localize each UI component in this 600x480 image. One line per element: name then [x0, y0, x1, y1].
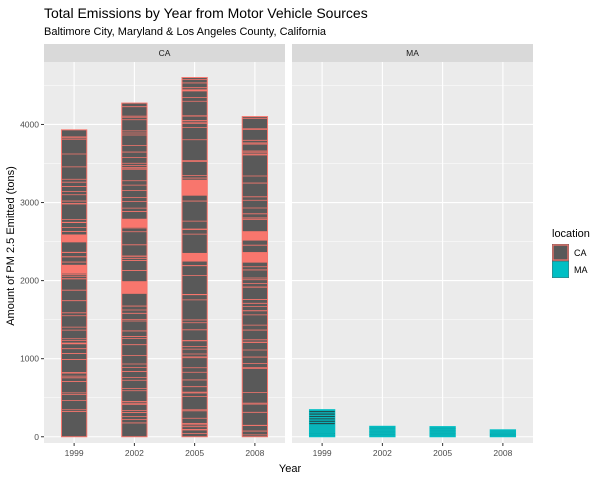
y-tick-label: 1000 [20, 354, 39, 364]
x-tick-label: 2008 [493, 448, 512, 458]
legend-title: location [552, 228, 590, 240]
bar-ca-1999 [60, 129, 88, 438]
y-tick-label: 0 [34, 432, 39, 442]
facet-strip-label: CA [159, 48, 171, 58]
legend-swatch-ca [552, 244, 569, 261]
bar-fill-ma [490, 429, 516, 437]
bar-highlight-band [242, 252, 268, 263]
x-tick-label: 2005 [185, 448, 204, 458]
facet-panels: CA 1999 2002 2005 2008 MA 1999 2002 2005 2008 [44, 44, 533, 458]
legend-label: CA [574, 248, 587, 258]
chart-subtitle: Baltimore City, Maryland & Los Angeles C… [44, 26, 327, 38]
x-tick-label: 2002 [373, 448, 392, 458]
y-axis-label: Amount of PM 2.5 Emitted (tons) [5, 166, 17, 326]
y-tick-label: 4000 [20, 119, 39, 129]
facet-panel-ma: MA 1999 2002 2005 2008 [292, 44, 533, 458]
legend: location CA MA [552, 228, 590, 278]
legend-entries: CA MA [552, 244, 588, 278]
y-tick-label: 2000 [20, 276, 39, 286]
panel-background [292, 62, 533, 443]
bar-ca-2008 [241, 116, 269, 438]
bar-fill-ma [429, 426, 456, 437]
facet-panel-ca: CA 1999 2002 2005 2008 [44, 44, 285, 458]
x-tick-label: 1999 [65, 448, 84, 458]
legend-label: MA [574, 265, 588, 275]
y-tick-label: 3000 [20, 198, 39, 208]
bar-highlight-band [181, 252, 208, 262]
bar-highlight-band [121, 219, 148, 228]
facet-strip [292, 44, 533, 62]
x-tick-label: 2005 [433, 448, 452, 458]
x-axis-label: Year [279, 463, 302, 475]
legend-swatch-ma [552, 261, 569, 278]
x-tick-label: 2008 [245, 448, 264, 458]
chart-title: Total Emissions by Year from Motor Vehic… [44, 5, 368, 21]
x-tick-label: 2002 [125, 448, 144, 458]
bar-highlight-band [181, 179, 208, 196]
bar-highlight-band [242, 231, 268, 241]
facet-strip-label: MA [406, 48, 419, 58]
bar-fill-ma [369, 426, 396, 437]
y-axis: 0 1000 2000 3000 4000 [20, 119, 44, 442]
bar-ca-2002 [121, 102, 148, 438]
bar-highlight-band [121, 281, 148, 294]
bar-highlight-band [61, 264, 87, 274]
x-tick-label: 1999 [313, 448, 332, 458]
bar-highlight-band [61, 234, 87, 243]
facet-strip [44, 44, 285, 62]
